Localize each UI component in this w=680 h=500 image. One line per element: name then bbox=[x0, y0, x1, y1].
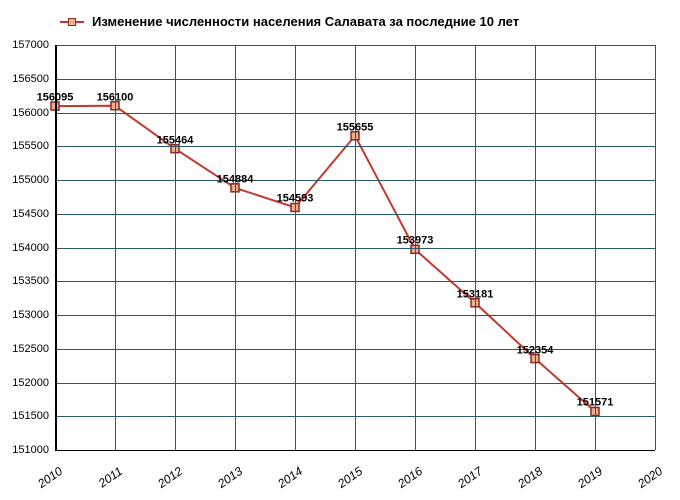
y-axis-label: 157000 bbox=[12, 39, 49, 51]
y-axis-label: 153500 bbox=[12, 275, 49, 287]
gridline-v bbox=[235, 45, 236, 450]
y-axis-label: 155500 bbox=[12, 140, 49, 152]
x-axis-label: 2013 bbox=[215, 464, 245, 491]
y-axis-label: 155000 bbox=[12, 174, 49, 186]
data-label: 153973 bbox=[397, 235, 434, 247]
chart-container: Изменение численности населения Салавата… bbox=[0, 0, 680, 500]
x-axis-label: 2018 bbox=[515, 464, 545, 491]
x-axis-label: 2019 bbox=[575, 464, 605, 491]
data-label: 153181 bbox=[457, 288, 494, 300]
y-axis-label: 156000 bbox=[12, 107, 49, 119]
data-label: 151571 bbox=[577, 397, 614, 409]
legend-marker-icon bbox=[60, 16, 84, 28]
legend: Изменение численности населения Салавата… bbox=[60, 14, 519, 29]
y-axis-label: 153000 bbox=[12, 309, 49, 321]
gridline-v bbox=[115, 45, 116, 450]
data-label: 156100 bbox=[97, 91, 134, 103]
x-axis-label: 2010 bbox=[35, 464, 65, 491]
plot-area: 1510001515001520001525001530001535001540… bbox=[55, 45, 655, 450]
gridline-v bbox=[655, 45, 656, 450]
y-axis-label: 152000 bbox=[12, 377, 49, 389]
legend-label: Изменение численности населения Салавата… bbox=[92, 14, 519, 29]
gridline-v bbox=[295, 45, 296, 450]
y-axis-label: 154000 bbox=[12, 242, 49, 254]
y-axis-label: 151000 bbox=[12, 444, 49, 456]
y-axis-label: 156500 bbox=[12, 73, 49, 85]
legend-square-icon bbox=[68, 18, 76, 26]
data-label: 156095 bbox=[37, 92, 74, 104]
axis-border bbox=[55, 45, 57, 450]
x-axis-label: 2015 bbox=[335, 464, 365, 491]
y-axis-label: 152500 bbox=[12, 343, 49, 355]
gridline-v bbox=[415, 45, 416, 450]
gridline-v bbox=[535, 45, 536, 450]
gridline-v bbox=[355, 45, 356, 450]
gridline-v bbox=[475, 45, 476, 450]
axis-border bbox=[55, 450, 655, 452]
x-axis-label: 2017 bbox=[455, 464, 485, 491]
gridline-v bbox=[595, 45, 596, 450]
series-line bbox=[55, 106, 595, 412]
x-axis-label: 2020 bbox=[635, 464, 665, 491]
data-label: 152354 bbox=[517, 344, 554, 356]
x-axis-label: 2012 bbox=[155, 464, 185, 491]
x-axis-label: 2011 bbox=[96, 464, 125, 490]
x-axis-label: 2014 bbox=[275, 464, 305, 491]
y-axis-label: 154500 bbox=[12, 208, 49, 220]
gridline-v bbox=[175, 45, 176, 450]
y-axis-label: 151500 bbox=[12, 410, 49, 422]
x-axis-label: 2016 bbox=[395, 464, 425, 491]
data-label: 155655 bbox=[337, 121, 374, 133]
data-label: 155464 bbox=[157, 134, 194, 146]
data-label: 154884 bbox=[217, 173, 254, 185]
data-label: 154593 bbox=[277, 193, 314, 205]
